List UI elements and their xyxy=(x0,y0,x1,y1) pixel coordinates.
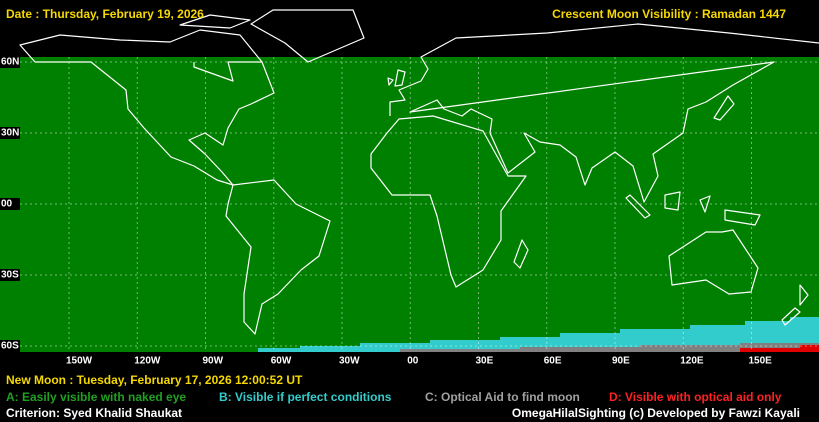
south-america xyxy=(225,179,331,335)
lat-label: 30N xyxy=(1,128,19,139)
date: Date : Thursday, February 19, 2026 xyxy=(6,7,204,21)
lon-label: 30W xyxy=(339,356,360,367)
greenland xyxy=(250,9,365,63)
lon-label: 150W xyxy=(66,356,93,367)
lon-label: 30E xyxy=(476,356,494,367)
lat-label-bg xyxy=(0,127,20,139)
criterion: Criterion: Syed Khalid Shaukat xyxy=(6,406,182,420)
visibility-zone-c xyxy=(400,343,819,352)
legend-b: B: Visible if perfect conditions xyxy=(219,390,392,404)
graticule xyxy=(0,57,819,352)
lon-label: 150E xyxy=(749,356,773,367)
lon-label: 60E xyxy=(544,356,562,367)
lat-label-bg xyxy=(0,198,20,210)
longitude-labels: 150W 120W 90W 60W 30W 00 30E 60E 90E 120E 150E xyxy=(66,356,772,367)
coastlines xyxy=(19,9,819,335)
lat-label-bg xyxy=(0,269,20,281)
latitude-labels: 60N 30N 00 30S 60S xyxy=(0,56,20,352)
british-isles xyxy=(387,69,406,87)
lon-label: 90E xyxy=(612,356,630,367)
lon-label: 60W xyxy=(271,356,292,367)
eurasia xyxy=(389,23,819,203)
visibility-zone-b xyxy=(258,317,819,352)
madagascar xyxy=(513,239,529,269)
visibility-zone-a xyxy=(0,57,819,352)
lat-label: 00 xyxy=(1,199,13,210)
australia xyxy=(668,229,759,295)
lat-label: 60N xyxy=(1,57,19,68)
new-moon: New Moon : Tuesday, February 17, 2026 12… xyxy=(6,373,303,387)
lat-label-bg xyxy=(0,340,20,352)
north-america xyxy=(35,61,275,186)
visibility-zone-d xyxy=(740,345,819,352)
new-zealand xyxy=(781,284,809,326)
map-title: Crescent Moon Visibility : Ramadan 1447 xyxy=(552,7,786,21)
lon-label: 90W xyxy=(203,356,224,367)
lon-label: 00 xyxy=(407,356,419,367)
lon-label: 120E xyxy=(680,356,704,367)
legend-d: D: Visible with optical aid only xyxy=(609,390,782,404)
lon-label: 120W xyxy=(134,356,161,367)
africa xyxy=(370,115,527,288)
lat-label-bg xyxy=(0,56,20,68)
lat-label: 30S xyxy=(1,270,19,281)
japan xyxy=(713,95,735,121)
legend-a: A: Easily visible with naked eye xyxy=(6,390,186,404)
arctic-north-america xyxy=(19,14,263,63)
legend-c: C: Optical Aid to find moon xyxy=(425,390,580,404)
indonesia xyxy=(625,191,761,226)
lat-label: 60S xyxy=(1,341,19,352)
credit: OmegaHilalSighting (c) Developed by Fawz… xyxy=(512,406,800,420)
